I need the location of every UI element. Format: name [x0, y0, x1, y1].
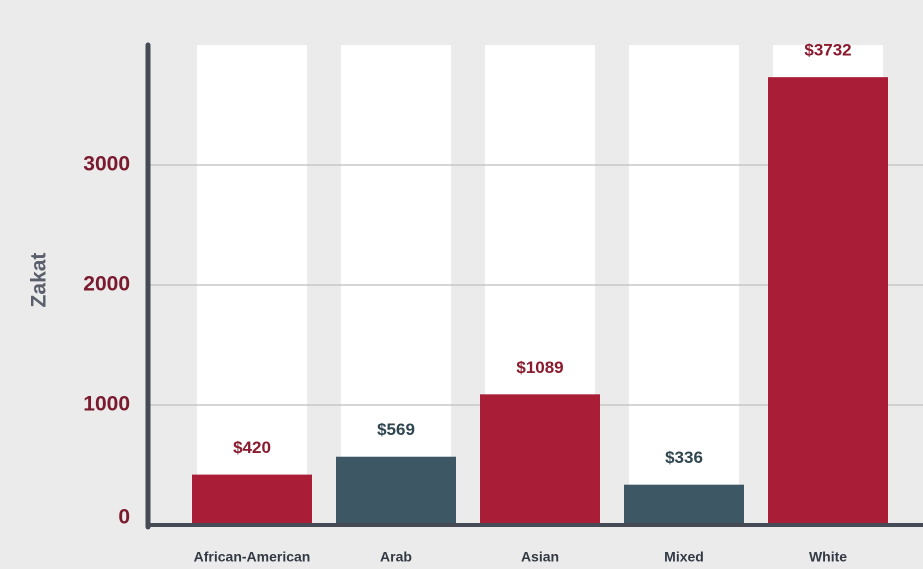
x-tick-label: White [809, 549, 847, 565]
x-tick-label: Arab [380, 549, 412, 565]
bar [624, 484, 744, 525]
y-tick-label: 1000 [83, 393, 130, 416]
value-label: $336 [665, 448, 703, 467]
y-axis-label: Zakat [28, 253, 51, 308]
bar [480, 394, 600, 525]
value-label: $3732 [804, 41, 851, 60]
bar [192, 474, 312, 525]
bar [768, 77, 888, 525]
y-tick-label: 0 [118, 506, 130, 529]
x-tick-label: African-American [194, 549, 311, 565]
x-tick-label: Asian [521, 549, 559, 565]
bar [336, 456, 456, 525]
value-label: $420 [233, 438, 271, 457]
value-label: $1089 [516, 358, 563, 377]
y-tick-label: 2000 [83, 273, 130, 296]
x-tick-label: Mixed [664, 549, 704, 565]
y-tick-label: 3000 [83, 153, 130, 176]
value-label: $569 [377, 420, 415, 439]
